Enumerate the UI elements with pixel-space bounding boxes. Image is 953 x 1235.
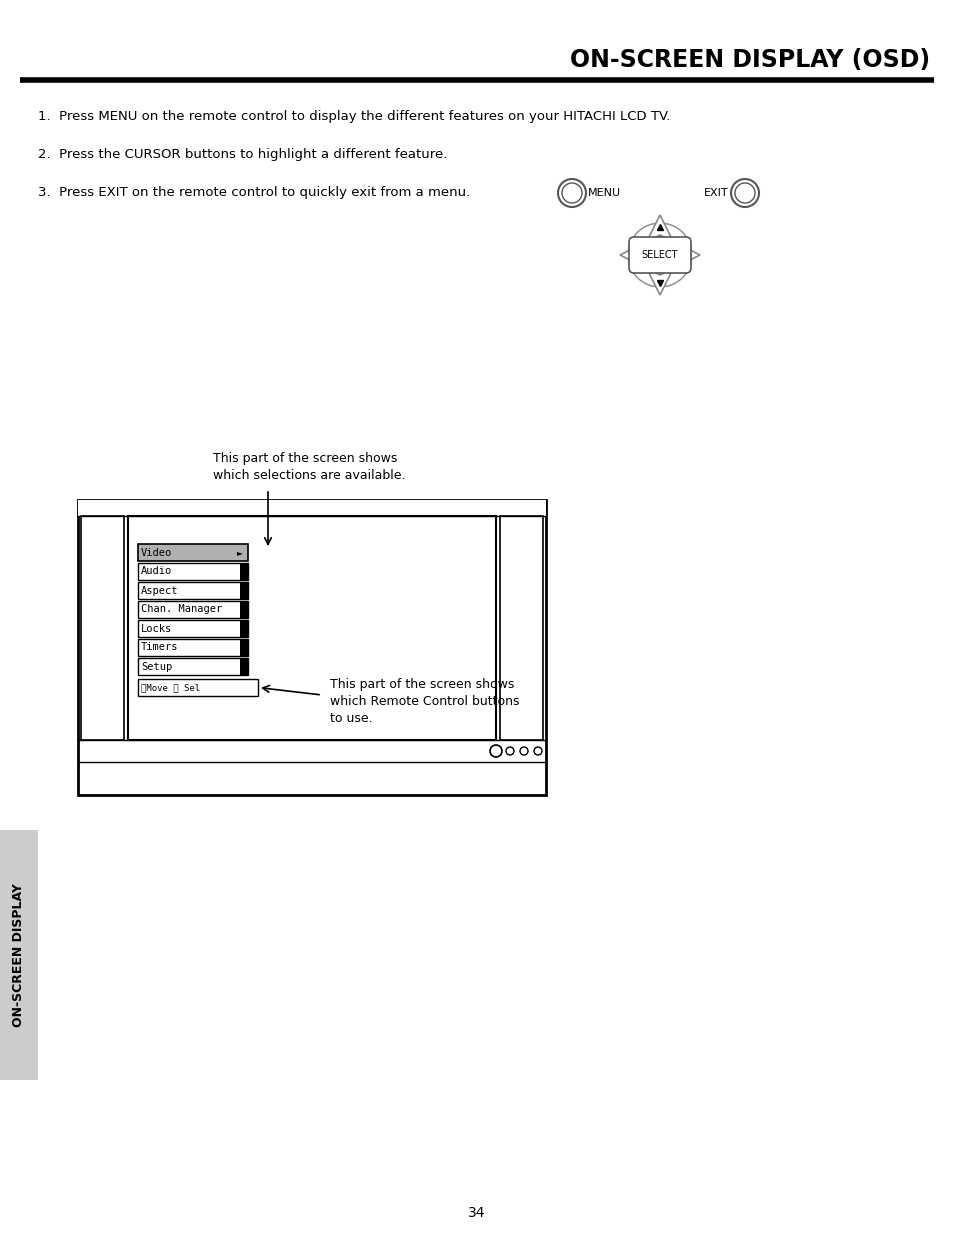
Bar	[240, 658, 248, 676]
Text: Audio: Audio	[141, 567, 172, 577]
Text: 1.  Press MENU on the remote control to display the different features on your H: 1. Press MENU on the remote control to d…	[38, 110, 670, 124]
Text: 2.  Press the CURSOR buttons to highlight a different feature.: 2. Press the CURSOR buttons to highlight…	[38, 148, 447, 161]
FancyBboxPatch shape	[628, 237, 690, 273]
Text: to use.: to use.	[330, 713, 373, 725]
Text: Aspect: Aspect	[141, 585, 178, 595]
Bar	[128, 516, 496, 740]
Text: SELECT: SELECT	[641, 249, 678, 261]
Bar	[240, 582, 248, 599]
Bar	[240, 638, 248, 656]
Bar	[138, 658, 248, 676]
Bar	[138, 679, 257, 697]
Text: 3.  Press EXIT on the remote control to quickly exit from a menu.: 3. Press EXIT on the remote control to q…	[38, 186, 470, 199]
Bar	[78, 500, 545, 516]
Bar	[138, 601, 248, 618]
Text: Timers: Timers	[141, 642, 178, 652]
Bar	[81, 516, 124, 740]
Bar	[138, 543, 248, 561]
Bar	[240, 601, 248, 618]
Text: which Remote Control buttons: which Remote Control buttons	[330, 695, 519, 708]
Text: This part of the screen shows: This part of the screen shows	[213, 452, 397, 466]
Text: 34: 34	[468, 1207, 485, 1220]
Text: ON-SCREEN DISPLAY (OSD): ON-SCREEN DISPLAY (OSD)	[569, 48, 929, 72]
Bar	[138, 638, 248, 656]
Text: This part of the screen shows: This part of the screen shows	[330, 678, 514, 692]
Text: EXIT: EXIT	[703, 188, 728, 198]
Bar	[138, 563, 248, 580]
Polygon shape	[639, 254, 679, 295]
Text: Chan. Manager: Chan. Manager	[141, 604, 222, 615]
Polygon shape	[659, 235, 700, 275]
Polygon shape	[619, 235, 659, 275]
Text: MENU: MENU	[587, 188, 620, 198]
Text: Locks: Locks	[141, 624, 172, 634]
Polygon shape	[639, 215, 679, 254]
Text: ⮜Move ⮞ Sel: ⮜Move ⮞ Sel	[141, 683, 200, 692]
Bar	[499, 516, 542, 740]
Text: ON-SCREEN DISPLAY: ON-SCREEN DISPLAY	[12, 883, 26, 1028]
Text: Video: Video	[141, 547, 172, 557]
Bar	[138, 620, 248, 637]
Bar	[0, 830, 38, 1079]
Bar	[240, 563, 248, 580]
Bar	[240, 620, 248, 637]
Text: Setup: Setup	[141, 662, 172, 672]
Bar	[138, 582, 248, 599]
Text: ►: ►	[237, 548, 243, 557]
Bar	[78, 500, 545, 795]
Circle shape	[627, 224, 691, 287]
Text: which selections are available.: which selections are available.	[213, 469, 405, 482]
